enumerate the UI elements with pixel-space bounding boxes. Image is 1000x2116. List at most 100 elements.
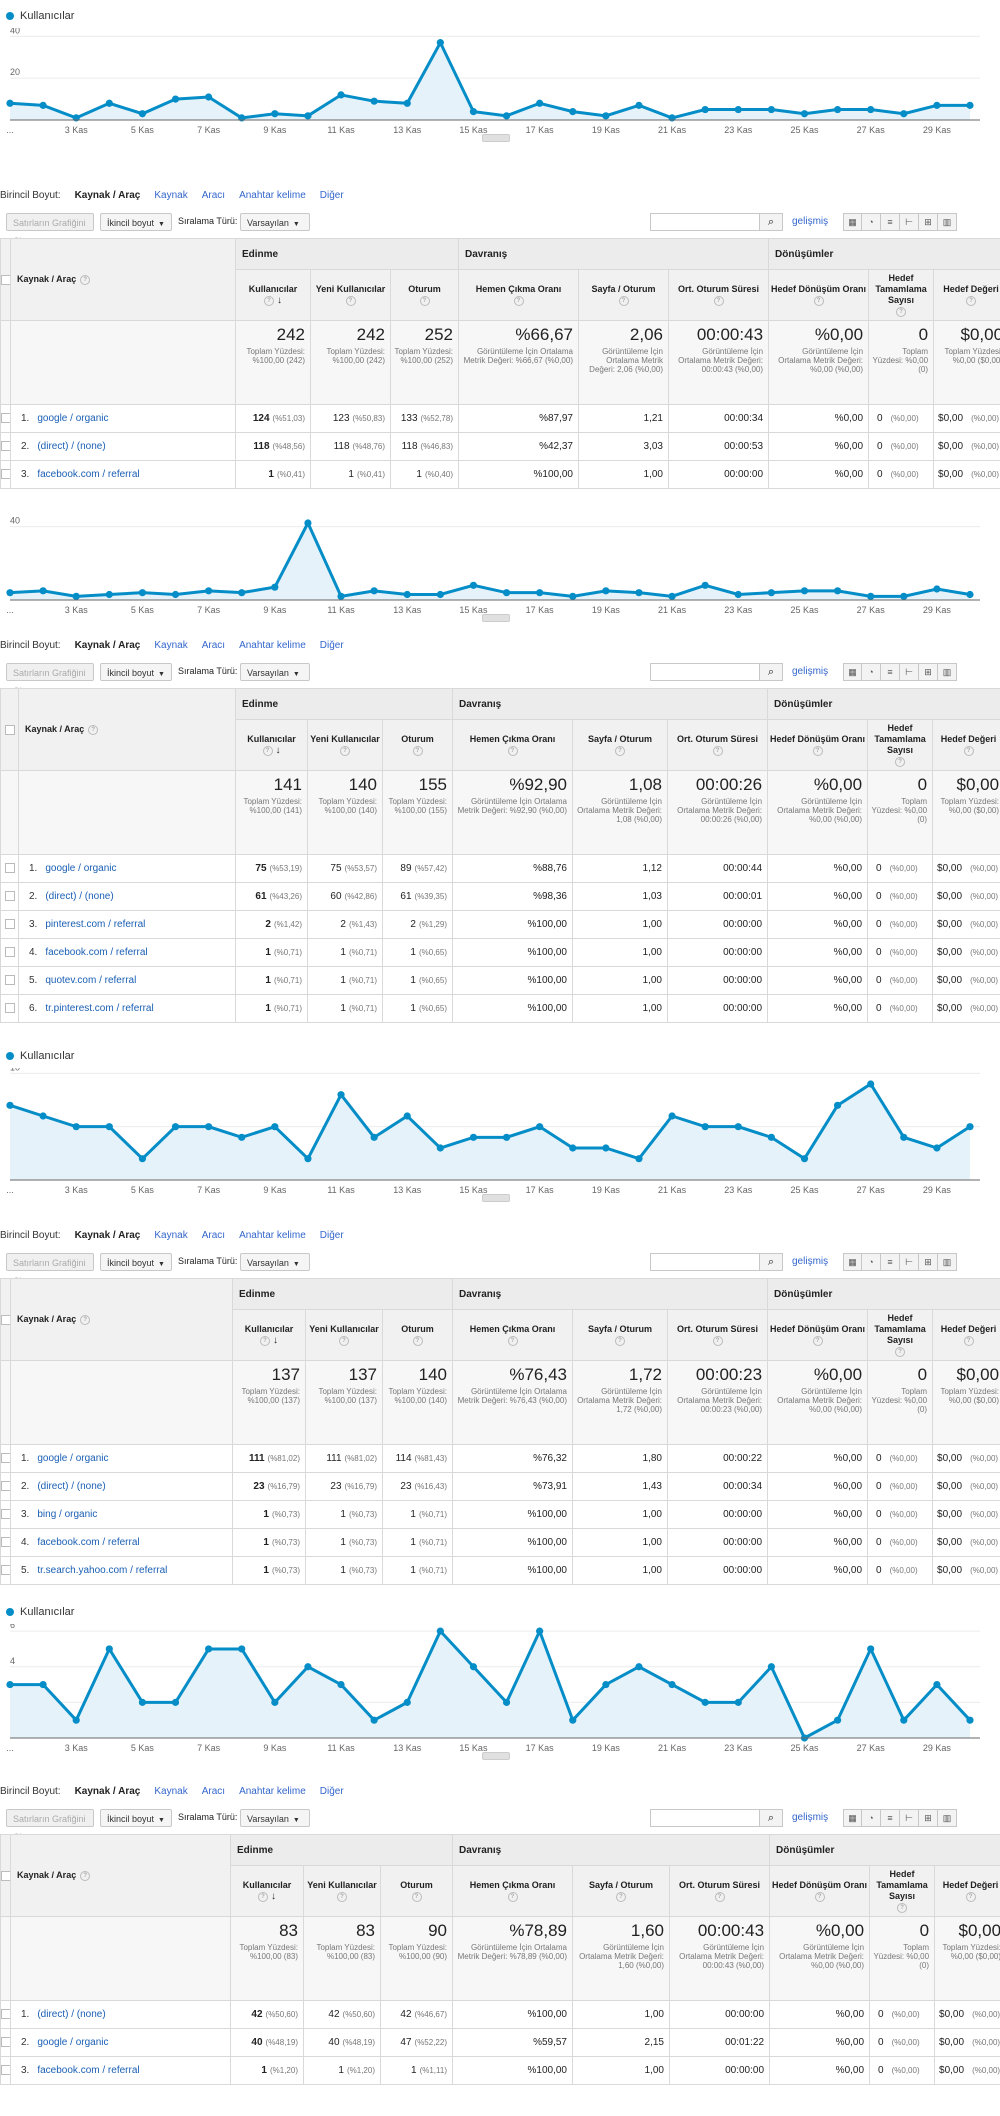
term-cloud-view-icon[interactable]: ▥: [938, 1809, 957, 1827]
help-icon[interactable]: ?: [812, 1335, 823, 1346]
row-checkbox[interactable]: [4, 947, 15, 958]
bar-view-icon[interactable]: ≡: [881, 1253, 900, 1271]
row-checkbox-cell[interactable]: [0, 404, 11, 433]
sort-descending-icon[interactable]: ↓: [275, 745, 281, 756]
metric-header[interactable]: Sayfa / Oturum?: [572, 1865, 670, 1917]
help-icon[interactable]: ?: [618, 295, 629, 306]
row-checkbox-cell[interactable]: [0, 910, 19, 939]
row-checkbox-cell[interactable]: [0, 1500, 11, 1529]
term-cloud-view-icon[interactable]: ▥: [938, 213, 957, 231]
metric-header[interactable]: Hemen Çıkma Oranı?: [452, 719, 573, 771]
help-icon[interactable]: ?: [897, 1902, 908, 1913]
bar-view-icon[interactable]: ≡: [881, 663, 900, 681]
advanced-filter-link[interactable]: gelişmiş: [792, 216, 829, 227]
sort-descending-icon[interactable]: ↓: [273, 1335, 278, 1346]
pie-view-icon[interactable]: ◔: [862, 1809, 881, 1827]
metric-header[interactable]: Ort. Oturum Süresi?: [666, 719, 769, 771]
select-all-checkbox[interactable]: [1, 274, 10, 285]
select-all-checkbox[interactable]: [1, 1870, 10, 1881]
metric-header[interactable]: Hedef Dönüşüm Oranı?: [767, 1309, 869, 1361]
help-icon[interactable]: ?: [895, 756, 906, 767]
row-checkbox[interactable]: [1, 2037, 10, 2048]
table-search-input[interactable]: [650, 1809, 760, 1827]
secondary-dimension-select[interactable]: İkincil boyut ▼: [100, 1809, 172, 1827]
sort-descending-icon[interactable]: ↓: [271, 1891, 276, 1902]
dimension-link[interactable]: Anahtar kelime: [239, 640, 306, 651]
metric-header[interactable]: Ort. Oturum Süresi?: [668, 1865, 771, 1917]
source-medium-link[interactable]: tr.search.yahoo.com / referral: [37, 1565, 168, 1576]
help-icon[interactable]: ?: [713, 295, 724, 306]
row-checkbox-cell[interactable]: [0, 994, 19, 1023]
source-medium-link[interactable]: facebook.com / referral: [37, 2065, 140, 2076]
dimension-link[interactable]: Aracı: [201, 190, 226, 201]
chart-legend[interactable]: Kullanıcılar: [6, 1606, 74, 1618]
comparison-view-icon[interactable]: ⊢: [900, 663, 919, 681]
help-icon[interactable]: ?: [264, 295, 274, 306]
select-all-cell[interactable]: [0, 1834, 11, 1917]
dimension-link[interactable]: Diğer: [319, 640, 344, 651]
help-icon[interactable]: ?: [340, 745, 350, 756]
metric-header[interactable]: Hedef Dönüşüm Oranı?: [768, 269, 870, 321]
advanced-filter-link[interactable]: gelişmiş: [792, 1812, 829, 1823]
row-checkbox-cell[interactable]: [0, 1528, 11, 1557]
row-checkbox[interactable]: [1, 1565, 10, 1576]
metric-header[interactable]: Hedef Tamamlama Sayısı?: [868, 269, 935, 321]
help-icon[interactable]: ?: [895, 1346, 906, 1357]
row-checkbox[interactable]: [1, 1537, 10, 1548]
help-icon[interactable]: ?: [412, 1335, 423, 1346]
source-medium-link[interactable]: facebook.com / referral: [45, 947, 148, 958]
comparison-view-icon[interactable]: ⊢: [900, 1253, 919, 1271]
comparison-view-icon[interactable]: ⊢: [900, 213, 919, 231]
row-checkbox[interactable]: [4, 975, 15, 986]
chart-resize-handle[interactable]: [482, 1194, 510, 1202]
chart-legend[interactable]: Kullanıcılar: [6, 1050, 74, 1062]
source-medium-link[interactable]: google / organic: [37, 2037, 109, 2048]
pie-view-icon[interactable]: ◔: [862, 663, 881, 681]
source-medium-link[interactable]: (direct) / (none): [45, 891, 114, 902]
search-icon[interactable]: ⌕: [759, 1253, 783, 1271]
plot-rows-button[interactable]: Satırların Grafiğini Çiz: [6, 213, 94, 246]
metric-header[interactable]: Kullanıcılar? ↓: [230, 1865, 304, 1917]
sort-type-select[interactable]: Varsayılan ▼: [240, 1809, 310, 1827]
help-icon[interactable]: ?: [812, 745, 823, 756]
dimension-link[interactable]: Anahtar kelime: [239, 1230, 306, 1241]
source-medium-link[interactable]: pinterest.com / referral: [45, 919, 146, 930]
chart-resize-handle[interactable]: [482, 134, 510, 142]
metric-header[interactable]: Hedef Dönüşüm Oranı?: [769, 1865, 871, 1917]
term-cloud-view-icon[interactable]: ▥: [938, 663, 957, 681]
help-icon[interactable]: ?: [507, 1891, 518, 1902]
metric-header[interactable]: Yeni Kullanıcılar?: [307, 719, 383, 771]
row-checkbox[interactable]: [1, 413, 10, 424]
select-all-cell[interactable]: [0, 688, 19, 771]
help-icon[interactable]: ?: [88, 724, 99, 735]
help-icon[interactable]: ?: [965, 1891, 976, 1902]
row-checkbox[interactable]: [1, 1453, 10, 1464]
help-icon[interactable]: ?: [714, 1891, 725, 1902]
metric-header[interactable]: Oturum?: [382, 1309, 453, 1361]
help-icon[interactable]: ?: [513, 295, 524, 306]
row-checkbox-cell[interactable]: [0, 966, 19, 995]
dimension-link[interactable]: Anahtar kelime: [239, 190, 306, 201]
metric-header[interactable]: Hedef Tamamlama Sayısı?: [869, 1865, 936, 1917]
chart-resize-handle[interactable]: [482, 1752, 510, 1760]
metric-header[interactable]: Hemen Çıkma Oranı?: [452, 1865, 573, 1917]
help-icon[interactable]: ?: [80, 1314, 91, 1325]
comparison-view-icon[interactable]: ⊢: [900, 1809, 919, 1827]
row-checkbox[interactable]: [4, 919, 15, 930]
metric-header[interactable]: Oturum?: [382, 719, 453, 771]
select-all-cell[interactable]: [0, 1278, 11, 1361]
metric-header[interactable]: Oturum?: [390, 269, 459, 321]
help-icon[interactable]: ?: [615, 1335, 625, 1346]
metric-header[interactable]: Hemen Çıkma Oranı?: [458, 269, 579, 321]
help-icon[interactable]: ?: [419, 295, 430, 306]
table-search-input[interactable]: [650, 213, 760, 231]
pie-view-icon[interactable]: ◔: [862, 1253, 881, 1271]
row-checkbox-cell[interactable]: [0, 1556, 11, 1585]
secondary-dimension-select[interactable]: İkincil boyut ▼: [100, 663, 172, 681]
help-icon[interactable]: ?: [507, 1335, 518, 1346]
secondary-dimension-select[interactable]: İkincil boyut ▼: [100, 1253, 172, 1271]
row-checkbox[interactable]: [4, 891, 15, 902]
help-icon[interactable]: ?: [712, 1335, 723, 1346]
metric-header[interactable]: Hedef Değeri?: [934, 1865, 1000, 1917]
help-icon[interactable]: ?: [814, 1891, 825, 1902]
